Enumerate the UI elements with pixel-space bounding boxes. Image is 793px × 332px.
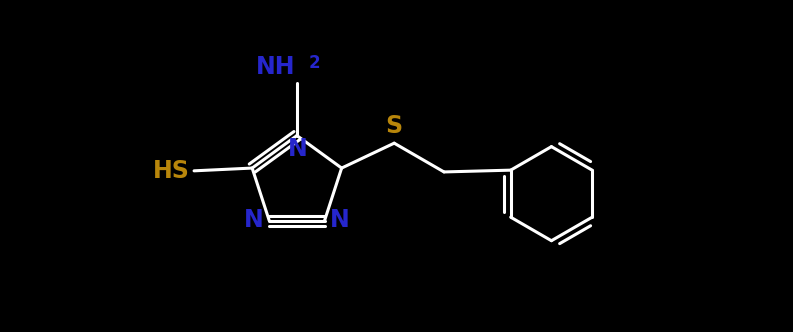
- Text: S: S: [385, 114, 403, 138]
- Text: N: N: [244, 208, 264, 231]
- Text: N: N: [330, 208, 350, 231]
- Text: HS: HS: [153, 159, 190, 183]
- Text: N: N: [288, 137, 308, 161]
- Text: 2: 2: [309, 54, 320, 72]
- Text: NH: NH: [256, 55, 296, 79]
